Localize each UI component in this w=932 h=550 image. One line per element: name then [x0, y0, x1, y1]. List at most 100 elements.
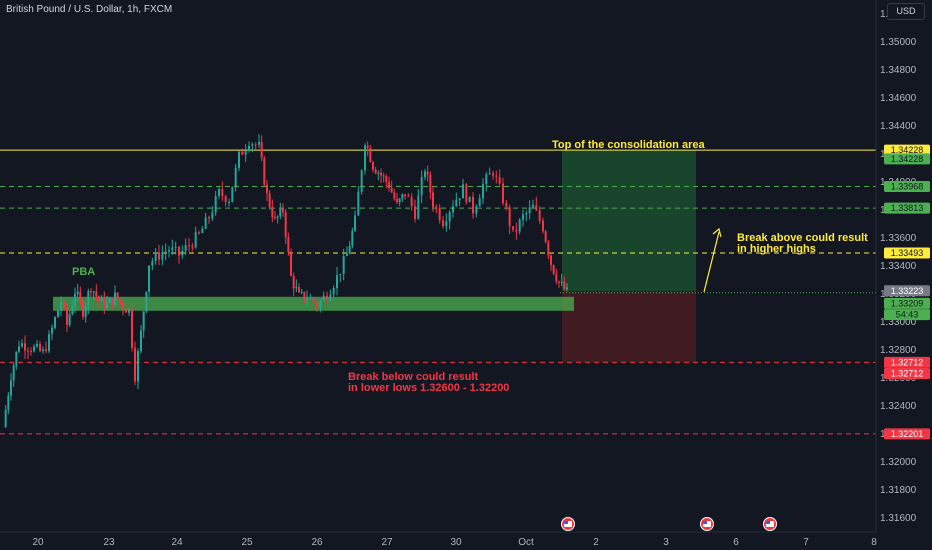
candle-body: [364, 145, 366, 171]
candle-body: [558, 281, 560, 283]
event-flag-icon[interactable]: [700, 517, 714, 531]
candle-body: [502, 183, 504, 203]
candle-body: [508, 207, 511, 227]
candle-body: [377, 172, 380, 174]
candle-body: [455, 199, 458, 207]
candle-body: [505, 202, 508, 208]
candles-layer[interactable]: [4, 134, 568, 428]
candle-body: [161, 252, 164, 260]
x-tick-label: 6: [733, 537, 739, 548]
candle-body: [57, 310, 59, 318]
x-tick-label: 30: [450, 537, 462, 548]
candle-body: [15, 351, 18, 366]
candle-body: [312, 298, 315, 303]
candle-body: [420, 177, 423, 196]
candle-body: [346, 253, 348, 257]
candle-body: [495, 175, 498, 177]
candle-body: [131, 309, 133, 348]
candle-body: [151, 261, 154, 266]
candle-body: [95, 291, 98, 297]
candle-body: [354, 215, 356, 231]
candle-body: [241, 151, 244, 155]
candle-body: [535, 204, 538, 211]
candle-body: [532, 204, 534, 208]
candle-body: [544, 231, 547, 243]
event-flag-icon[interactable]: [561, 517, 575, 531]
candle-body: [478, 198, 481, 207]
price-tag-bg: [884, 309, 930, 321]
candle-body: [168, 250, 170, 252]
price-tag-label: 1.32712: [891, 369, 924, 379]
candle-body: [351, 230, 354, 246]
candle-body: [360, 170, 363, 192]
candle-body: [404, 194, 406, 196]
candle-body: [116, 292, 119, 300]
candle-body: [68, 314, 71, 325]
candle-body: [339, 273, 342, 276]
candle-body: [374, 169, 377, 174]
candle-body: [472, 196, 474, 214]
candle-body: [111, 298, 114, 305]
y-tick-label: 1.34600: [880, 93, 917, 104]
y-tick-label: 1.35000: [880, 37, 917, 48]
candle-body: [27, 350, 29, 352]
currency-button[interactable]: USD: [887, 3, 925, 20]
candle-body: [114, 292, 116, 305]
candle-body: [398, 198, 401, 203]
candle-body: [282, 207, 284, 213]
event-icons[interactable]: [561, 517, 777, 531]
event-flag-icon[interactable]: [763, 517, 777, 531]
x-tick-label: 27: [381, 537, 393, 548]
candle-body: [21, 343, 23, 347]
price-tag-bg: [884, 297, 930, 309]
y-tick-label: 1.31800: [880, 485, 917, 496]
candle-body: [258, 142, 260, 145]
candle-body: [542, 220, 544, 232]
candle-body: [128, 309, 130, 313]
candle-body: [380, 172, 382, 176]
price-tag-label: 54:43: [896, 310, 919, 320]
candle-body: [87, 291, 90, 306]
price-tag-label: 1.33813: [891, 203, 924, 213]
candle-body: [238, 151, 240, 168]
candle-body: [63, 302, 65, 308]
candle-body: [388, 181, 390, 188]
candle-body: [181, 250, 184, 256]
candle-body: [482, 183, 484, 199]
candle-body: [518, 219, 521, 232]
candle-body: [142, 311, 145, 331]
annotation-break-below-line2: in lower lows 1.32600 - 1.32200: [348, 382, 509, 394]
candle-body: [336, 275, 338, 288]
candle-body: [550, 255, 552, 266]
candle-body: [268, 193, 271, 208]
tick-labels: 1.352001.350001.348001.346001.344001.342…: [32, 9, 916, 548]
price-axis[interactable]: [0, 0, 877, 533]
candle-body: [134, 347, 136, 382]
y-tick-label: 1.33400: [880, 261, 917, 272]
candle-body: [319, 300, 322, 308]
candle-body: [211, 212, 214, 219]
candle-body: [348, 245, 351, 254]
candle-body: [528, 207, 531, 213]
price-tag-label: 1.33223: [891, 286, 924, 296]
candle-body: [36, 343, 38, 347]
x-tick-label: 23: [103, 537, 115, 548]
annotation-break-above-line1: Break above could result: [737, 232, 868, 244]
candle-body: [263, 157, 266, 185]
candle-body: [103, 297, 106, 309]
price-tag-bg: [884, 247, 930, 259]
candle-body: [429, 174, 432, 193]
candle-body: [191, 245, 194, 248]
candle-body: [290, 251, 292, 276]
price-tag-label: 1.34228: [891, 145, 924, 155]
candle-body: [148, 265, 150, 292]
candle-body: [154, 252, 157, 262]
candle-body: [119, 299, 122, 303]
candle-body: [445, 221, 448, 227]
candle-body: [24, 343, 26, 351]
price-tag-bg: [884, 144, 930, 156]
candle-body: [248, 145, 250, 151]
candle-body: [251, 144, 254, 146]
